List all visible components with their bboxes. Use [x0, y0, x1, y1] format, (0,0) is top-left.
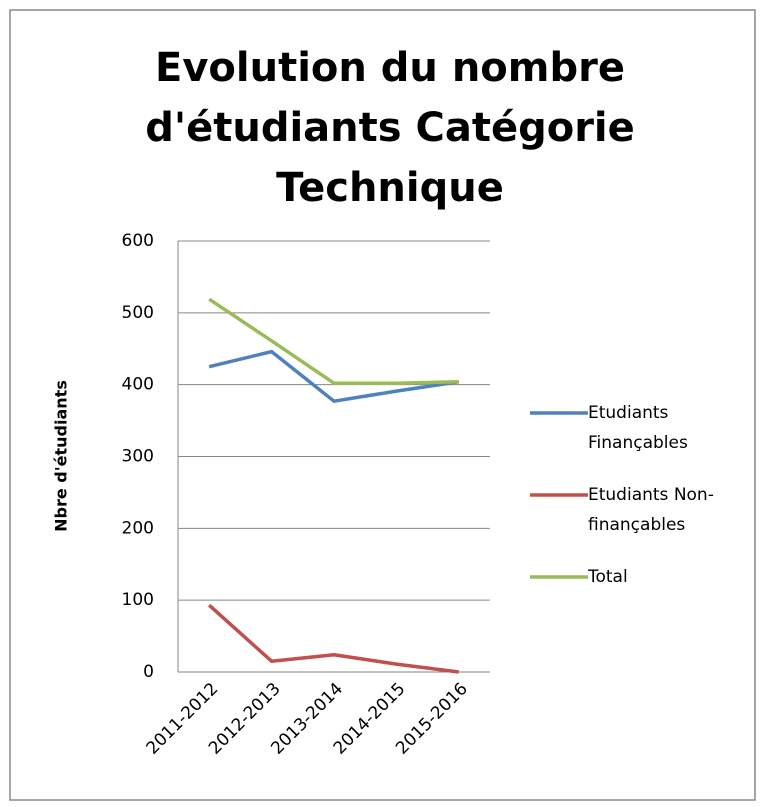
y-tick-label: 300: [122, 447, 154, 467]
chart-border: [9, 9, 756, 801]
legend-label: Etudiants Non-finançables: [588, 485, 714, 535]
y-tick-label: 600: [122, 231, 154, 251]
y-tick-label: 0: [143, 662, 154, 682]
y-axis-label: Nbre d'étudiants: [52, 380, 71, 532]
y-tick-label: 400: [122, 375, 154, 395]
legend-label: Total: [588, 567, 628, 587]
legend-label: Etudiants Finançables: [588, 403, 688, 453]
series-line: [208, 349, 460, 403]
y-tick-label: 100: [122, 590, 154, 610]
series-line: [208, 603, 460, 674]
chart-title: Evolution du nombre d'étudiants Catégori…: [145, 45, 635, 211]
y-tick-label: 200: [122, 518, 154, 538]
y-tick-label: 500: [122, 303, 154, 323]
series-line: [208, 297, 459, 385]
